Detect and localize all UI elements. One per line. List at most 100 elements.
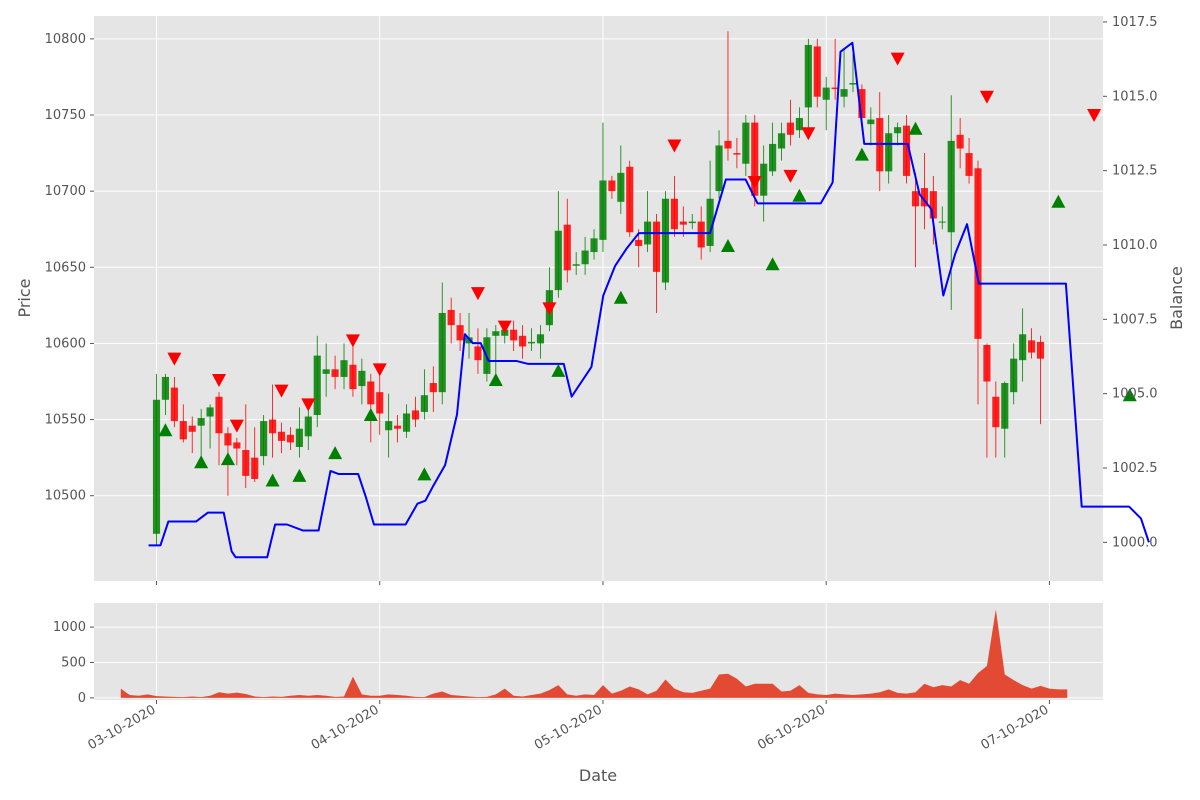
candle-body	[786, 122, 795, 135]
balance-tick-label: 1017.5	[1112, 15, 1158, 30]
buy-signal-marker	[908, 121, 923, 135]
candle-body	[215, 396, 223, 434]
date-tick-label: 04-10-2020	[309, 702, 382, 753]
candle-body	[751, 122, 759, 196]
buy-signal-marker	[220, 452, 235, 466]
buy-signal-marker	[194, 455, 209, 469]
price-axis-label: Price	[15, 278, 34, 317]
candle-body	[769, 143, 777, 172]
buy-signal-marker	[363, 408, 378, 422]
candle-body	[1001, 383, 1009, 429]
sell-signal-marker	[229, 419, 244, 433]
candle-body	[295, 428, 303, 447]
volume-tick-label: 500	[61, 655, 86, 670]
candle-body	[849, 83, 857, 85]
candle-body	[715, 145, 723, 192]
price-tick-label: 10500	[45, 489, 86, 504]
balance-tick-label: 1005.0	[1112, 387, 1158, 402]
candle-body	[179, 421, 187, 440]
sell-signal-marker	[167, 352, 182, 366]
sell-signal-marker	[979, 90, 994, 104]
candle-body	[402, 413, 411, 432]
candle-body	[679, 221, 687, 225]
candle-body	[161, 376, 170, 400]
candle-body	[510, 329, 518, 341]
buy-signal-marker	[854, 147, 869, 161]
sell-signal-marker	[667, 139, 682, 153]
candle-body	[313, 355, 321, 416]
buy-signal-marker	[417, 467, 432, 481]
candle-body	[670, 198, 678, 230]
candle-body	[626, 166, 634, 233]
price-tick-label: 10550	[45, 413, 86, 428]
buy-signal-marker	[1051, 194, 1066, 208]
sell-signal-marker	[1087, 108, 1102, 122]
candle-body	[269, 419, 277, 434]
sell-signal-marker	[274, 384, 289, 398]
balance-series	[148, 41, 1150, 559]
buy-signal-marker	[720, 238, 735, 252]
candle-body	[197, 418, 205, 426]
candle-body	[385, 421, 393, 431]
candle-body	[251, 457, 259, 479]
candle-body	[322, 369, 330, 374]
candle-body	[885, 133, 893, 172]
candle-body	[277, 431, 286, 441]
buy-signal-marker	[265, 473, 280, 487]
candle-body	[1036, 341, 1045, 359]
candle-body	[724, 140, 732, 149]
candle-body	[527, 341, 536, 344]
volume-series	[120, 609, 1068, 698]
candle-body	[233, 442, 241, 449]
candle-body	[349, 364, 357, 390]
candle-body	[224, 433, 232, 446]
balance-line	[148, 41, 1150, 559]
sell-signal-marker	[890, 52, 905, 66]
candle-body	[206, 407, 214, 417]
buy-signal-marker	[551, 363, 566, 377]
candle-body	[1019, 334, 1027, 361]
candle-body	[894, 127, 902, 134]
candle-body	[965, 153, 973, 176]
sell-signal-marker	[212, 373, 227, 387]
candle-body	[519, 335, 527, 347]
trade-signals	[158, 52, 1137, 487]
price-tick-label: 10650	[45, 260, 86, 275]
candle-body	[956, 134, 964, 149]
sell-signal-marker	[542, 302, 557, 316]
candle-body	[858, 89, 866, 119]
buy-signal-marker	[488, 372, 503, 386]
candle-body	[795, 118, 803, 131]
date-axis-label: Date	[579, 766, 617, 785]
sell-signal-marker	[470, 287, 485, 301]
candle-body	[429, 383, 437, 393]
candle-body	[911, 191, 920, 207]
buy-signal-marker	[765, 257, 780, 271]
candle-body	[831, 87, 839, 90]
candle-body	[688, 221, 696, 224]
candle-body	[554, 230, 562, 291]
price-tick-label: 10600	[45, 336, 86, 351]
grid-lines	[94, 16, 1103, 700]
buy-signal-marker	[328, 446, 343, 460]
date-tick-label: 06-10-2020	[755, 702, 828, 753]
candle-body	[465, 337, 473, 344]
balance-tick-label: 1010.0	[1112, 238, 1158, 253]
candle-body	[813, 46, 821, 97]
buy-signal-marker	[292, 468, 307, 482]
candle-body	[920, 188, 928, 207]
date-tick-label: 07-10-2020	[978, 702, 1051, 753]
sell-signal-marker	[345, 334, 360, 348]
candle-body	[822, 87, 830, 100]
sell-signal-marker	[497, 320, 512, 334]
candle-body	[992, 396, 1000, 428]
candle-body	[367, 381, 375, 405]
buy-signal-marker	[158, 423, 173, 437]
candle-body	[563, 224, 571, 271]
balance-tick-label: 1015.0	[1112, 89, 1158, 104]
date-tick-label: 03-10-2020	[86, 702, 159, 753]
buy-signal-marker	[792, 188, 807, 202]
candle-body	[608, 180, 616, 192]
price-tick-label: 10750	[45, 108, 86, 123]
